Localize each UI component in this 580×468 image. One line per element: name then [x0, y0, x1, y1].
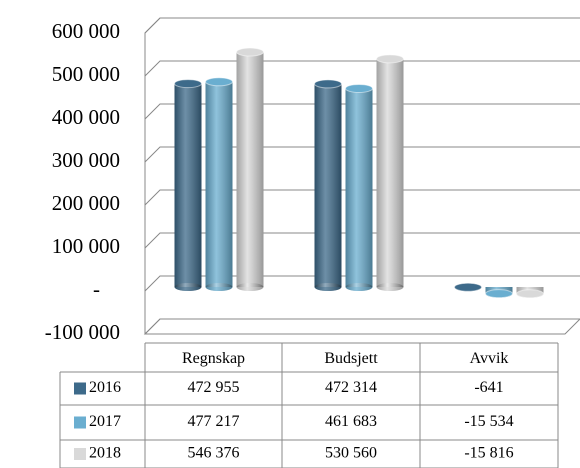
y-tick-label: 300 000 [52, 148, 120, 172]
grid-line [144, 318, 580, 335]
category-label: Avvik [470, 350, 509, 367]
bar [236, 47, 264, 291]
bar [485, 287, 513, 299]
legend-label: 2018 [89, 445, 121, 462]
grid-line [144, 17, 580, 34]
grid-line [144, 232, 580, 249]
table-value: 472 314 [325, 379, 377, 396]
grid-line [144, 60, 580, 77]
legend-swatch [74, 382, 86, 395]
bar-top [236, 47, 264, 57]
legend-swatch [74, 416, 86, 429]
table-value: 477 217 [188, 413, 240, 430]
bar-shade [376, 58, 404, 288]
bar [174, 79, 202, 291]
table-grid [59, 342, 559, 468]
y-tick-label: 600 000 [52, 19, 120, 43]
bar-bottom-shade [376, 283, 404, 291]
bar [345, 83, 373, 291]
bar-bottom-shade [236, 283, 264, 291]
bar-bottom-shade [174, 283, 202, 291]
legend-label: 2017 [89, 413, 121, 430]
grid-line [144, 146, 580, 163]
category-label: Regnskap [182, 350, 245, 367]
legend-label: 2016 [89, 379, 121, 396]
bar-bottom-shade [345, 283, 373, 291]
grid-line [144, 103, 580, 120]
bar-shade [174, 83, 202, 287]
y-tick-label: -100 000 [45, 320, 120, 344]
y-tick-label: 100 000 [52, 234, 120, 258]
table-value: 461 683 [325, 413, 377, 430]
bar-shade [345, 88, 373, 287]
legend-swatch [74, 448, 86, 460]
bar-top [205, 77, 233, 87]
grid-line [144, 189, 580, 206]
bar-shade [205, 81, 233, 287]
y-tick-label: 500 000 [52, 62, 120, 86]
bar [314, 79, 342, 291]
bar-bottom-shade [205, 283, 233, 291]
y-tick-label: - [93, 277, 100, 301]
bar-top [174, 79, 202, 89]
bar-top [485, 289, 513, 299]
table-value: 530 560 [325, 445, 377, 462]
bar [454, 282, 482, 292]
table-value: -641 [474, 379, 503, 396]
table-value: 546 376 [188, 445, 240, 462]
bar-shade [314, 83, 342, 287]
table-value: 472 955 [188, 379, 240, 396]
bar [205, 77, 233, 291]
y-tick-label: 400 000 [52, 105, 120, 129]
category-label: Budsjett [324, 350, 378, 367]
bar-top [454, 282, 482, 292]
bar-shade [236, 52, 264, 287]
table-value: -15 816 [464, 445, 513, 462]
bar-top [314, 79, 342, 89]
grid-line [144, 275, 580, 292]
bar-bottom-shade [314, 283, 342, 291]
bar-top [516, 289, 544, 299]
bar [516, 287, 544, 299]
bar [376, 54, 404, 291]
table-value: -15 534 [464, 413, 513, 430]
y-tick-label: 200 000 [52, 191, 120, 215]
floor [143, 318, 580, 335]
bar-top [376, 54, 404, 64]
bar-top [345, 83, 373, 93]
